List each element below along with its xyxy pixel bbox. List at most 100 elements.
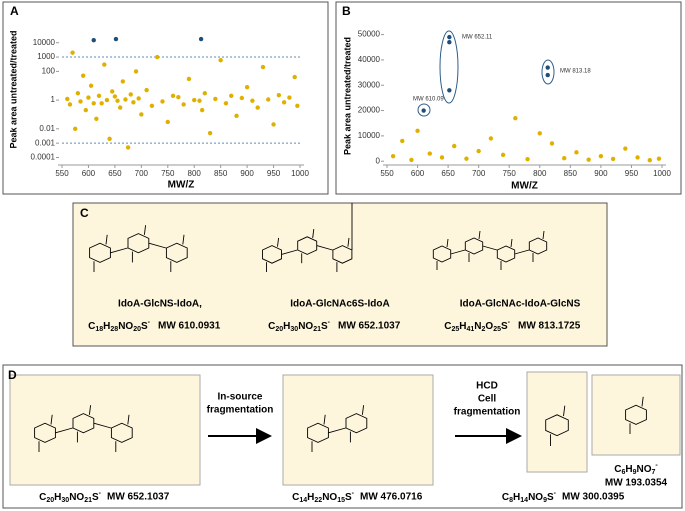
point bbox=[574, 150, 579, 155]
structure-box bbox=[282, 374, 434, 486]
point bbox=[73, 126, 78, 131]
point bbox=[598, 153, 604, 159]
point bbox=[186, 76, 192, 82]
point bbox=[255, 105, 260, 110]
point bbox=[218, 58, 223, 63]
point bbox=[83, 107, 89, 113]
bond bbox=[312, 229, 315, 238]
x-tick-label: 650 bbox=[441, 169, 455, 178]
bond bbox=[482, 245, 498, 251]
y-tick-label: 0 bbox=[376, 156, 381, 165]
point bbox=[155, 54, 160, 60]
compound-formula: C8H14NO9S- bbox=[502, 490, 557, 504]
structure-box bbox=[9, 374, 201, 486]
compound-name: IdoA-GlcNS-IdoA, bbox=[118, 299, 202, 310]
y-axis-label: Peak area untreated/treated bbox=[342, 37, 352, 155]
x-tick-label: 550 bbox=[55, 169, 69, 178]
point bbox=[104, 97, 110, 103]
point bbox=[65, 96, 70, 102]
point bbox=[421, 108, 426, 113]
point bbox=[239, 95, 245, 101]
point bbox=[80, 73, 86, 78]
point bbox=[244, 84, 250, 90]
structure-box bbox=[591, 374, 681, 456]
point bbox=[99, 101, 104, 106]
point bbox=[447, 88, 452, 93]
bond bbox=[127, 414, 130, 425]
bond bbox=[446, 238, 449, 248]
bond bbox=[478, 230, 481, 240]
bond bbox=[55, 427, 73, 434]
point bbox=[464, 156, 469, 161]
point bbox=[545, 65, 550, 70]
panel-c-frame bbox=[72, 202, 608, 347]
ring bbox=[262, 245, 282, 264]
point bbox=[488, 136, 494, 141]
compound-mw: MW 813.1725 bbox=[518, 321, 581, 332]
ring bbox=[110, 422, 133, 443]
point bbox=[67, 102, 73, 107]
point bbox=[447, 34, 452, 40]
x-tick-label: 550 bbox=[380, 169, 394, 178]
bond bbox=[281, 249, 298, 255]
point bbox=[144, 87, 149, 93]
y-tick-label: 1 bbox=[51, 95, 56, 104]
point bbox=[125, 145, 131, 150]
point bbox=[545, 72, 550, 78]
point bbox=[647, 157, 652, 163]
compound-mw: MW 193.0354 bbox=[605, 478, 668, 489]
point bbox=[229, 93, 234, 98]
point bbox=[149, 103, 155, 109]
bond bbox=[510, 238, 513, 248]
compound-formula: C25H41N2O25S- bbox=[444, 319, 510, 333]
point bbox=[91, 37, 96, 43]
bond bbox=[316, 245, 333, 251]
point bbox=[281, 100, 287, 105]
point bbox=[131, 100, 136, 105]
point bbox=[78, 99, 83, 104]
y-tick-label: 1000 bbox=[37, 52, 55, 61]
point bbox=[110, 89, 115, 94]
annotation: MW 813.18 bbox=[560, 69, 591, 75]
bond bbox=[563, 405, 566, 417]
ring bbox=[345, 413, 368, 434]
point bbox=[75, 91, 81, 96]
point bbox=[170, 93, 176, 98]
point bbox=[287, 95, 292, 100]
point bbox=[113, 36, 119, 42]
point bbox=[128, 92, 133, 97]
bond bbox=[328, 427, 346, 434]
y-tick-label: 10000 bbox=[358, 131, 381, 140]
point bbox=[476, 148, 481, 154]
compound-formula: C20H30NO21S- bbox=[39, 490, 102, 504]
point bbox=[88, 83, 94, 88]
x-tick-label: 750 bbox=[161, 169, 175, 178]
ring bbox=[625, 404, 647, 425]
point bbox=[115, 98, 120, 103]
bond bbox=[93, 422, 112, 429]
point bbox=[96, 93, 102, 98]
arrow-label: Cell bbox=[478, 394, 497, 405]
y-tick-label: 30000 bbox=[358, 80, 381, 89]
ring bbox=[496, 245, 516, 263]
y-tick-label: 0.01 bbox=[39, 124, 55, 133]
point bbox=[117, 105, 123, 110]
ring bbox=[165, 242, 188, 263]
bond bbox=[50, 414, 53, 425]
ring bbox=[307, 422, 329, 443]
point bbox=[549, 141, 555, 146]
point bbox=[390, 153, 396, 159]
ring bbox=[127, 233, 150, 254]
point bbox=[260, 64, 266, 70]
point bbox=[439, 155, 445, 160]
point bbox=[415, 128, 420, 134]
point bbox=[635, 155, 640, 160]
highlight-ellipse bbox=[541, 59, 555, 85]
structure bbox=[34, 405, 133, 452]
point bbox=[295, 103, 300, 109]
point bbox=[112, 94, 118, 99]
point bbox=[292, 74, 297, 80]
point bbox=[656, 156, 662, 161]
x-tick-label: 650 bbox=[108, 169, 122, 178]
